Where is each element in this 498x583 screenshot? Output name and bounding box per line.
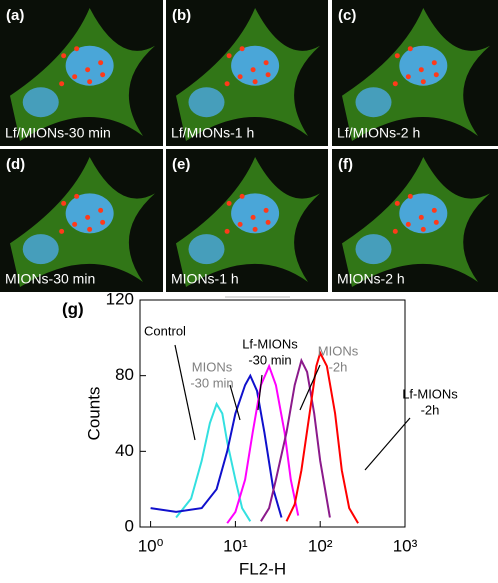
particle	[239, 193, 245, 199]
particle	[394, 53, 400, 59]
plot-frame	[139, 299, 406, 528]
annotation: Lf-MIONs	[242, 336, 298, 351]
panel-label: (a)	[6, 7, 24, 24]
annotation-arrow	[299, 364, 321, 411]
annotation: -30 min	[248, 352, 291, 367]
particle	[237, 221, 243, 227]
panel-caption: MIONs-30 min	[5, 271, 95, 287]
panel-label: (c)	[338, 7, 356, 24]
panel-caption: Lf/MIONs-2 h	[337, 125, 420, 141]
particle	[433, 72, 439, 78]
x-tick-label: 10¹	[223, 536, 248, 555]
annotation: -30 min	[190, 375, 233, 390]
particle	[405, 221, 411, 227]
particle	[263, 207, 269, 213]
histogram-line	[226, 363, 300, 524]
particle	[239, 46, 245, 52]
particle	[418, 214, 424, 220]
panel-label: (g)	[62, 299, 84, 318]
particle	[237, 74, 243, 80]
particle	[407, 193, 413, 199]
panel-caption: Lf/MIONs-1 h	[171, 125, 254, 141]
y-axis-label: Counts	[84, 387, 103, 441]
particle	[74, 193, 80, 199]
annotation: -2h	[421, 402, 440, 417]
particle	[72, 221, 78, 227]
x-tick-label: 10³	[393, 536, 418, 555]
annotation-arrow	[229, 384, 241, 421]
annotation-arrow	[174, 344, 196, 441]
particle	[392, 81, 398, 87]
particle	[394, 200, 400, 206]
x-tick-label: 10²	[308, 536, 333, 555]
annotation: MIONs	[318, 343, 359, 358]
particle	[252, 226, 258, 232]
particle	[252, 79, 258, 85]
y-tick-label: 80	[115, 365, 134, 384]
particle	[100, 219, 106, 225]
y-tick-label: 40	[115, 441, 134, 460]
particle	[100, 72, 106, 78]
panel-label: (e)	[172, 156, 190, 173]
particle	[72, 74, 78, 80]
nucleus	[188, 87, 225, 118]
particle	[226, 200, 232, 206]
particle	[263, 60, 269, 66]
panel-label: (b)	[172, 7, 191, 24]
particle	[392, 228, 398, 234]
particle	[418, 67, 424, 73]
annotation: Control	[144, 323, 186, 338]
particle	[224, 228, 230, 234]
particle	[431, 60, 437, 66]
nucleus	[188, 234, 225, 265]
particle	[431, 207, 437, 213]
particle	[98, 207, 104, 213]
particle	[407, 46, 413, 52]
particle	[420, 79, 426, 85]
annotation-arrow	[257, 374, 263, 411]
annotation-arrow	[364, 417, 411, 471]
x-tick-label: 10⁰	[138, 536, 164, 555]
particle	[405, 74, 411, 80]
particle	[61, 53, 67, 59]
histogram-line	[285, 350, 359, 524]
x-axis-label: FL2-H	[239, 559, 286, 578]
panel-caption: Lf/MIONs-30 min	[5, 125, 111, 141]
annotation: -2h	[329, 359, 348, 374]
particle	[250, 214, 256, 220]
nucleus	[22, 234, 59, 265]
annotation: MIONs	[192, 359, 233, 374]
y-tick-label: 120	[106, 289, 134, 308]
particle	[59, 81, 65, 87]
y-tick-label: 0	[125, 516, 134, 535]
particle	[87, 226, 93, 232]
nucleus	[22, 87, 59, 118]
particle	[250, 67, 256, 73]
panel-caption: MIONs-2 h	[337, 271, 405, 287]
nucleus	[355, 87, 392, 118]
particle	[226, 53, 232, 59]
histogram-line	[150, 373, 283, 518]
particle	[98, 60, 104, 66]
particle	[85, 67, 91, 73]
panel-label: (d)	[6, 156, 25, 173]
nucleus	[355, 234, 392, 265]
particle	[59, 228, 65, 234]
particle	[224, 81, 230, 87]
particle	[265, 72, 271, 78]
histogram-line	[175, 401, 252, 522]
histogram-line	[260, 357, 331, 522]
particle	[61, 200, 67, 206]
panel-caption: MIONs-1 h	[171, 271, 239, 287]
panel-label: (f)	[338, 156, 353, 173]
particle	[74, 46, 80, 52]
particle	[87, 79, 93, 85]
particle	[420, 226, 426, 232]
particle	[265, 219, 271, 225]
particle	[433, 219, 439, 225]
annotation: Lf-MIONs	[402, 386, 458, 401]
particle	[85, 214, 91, 220]
